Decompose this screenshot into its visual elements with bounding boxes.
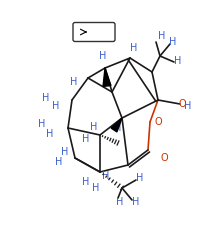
Text: H: H: [99, 51, 107, 61]
Text: O: O: [178, 99, 186, 109]
Text: H: H: [46, 129, 54, 139]
Text: H: H: [38, 119, 46, 129]
Text: H: H: [102, 171, 110, 181]
Text: Abs: Abs: [92, 27, 110, 37]
Text: H: H: [158, 31, 166, 41]
Text: O: O: [154, 117, 162, 127]
Text: O: O: [160, 153, 168, 163]
Text: H: H: [174, 56, 182, 66]
Text: H: H: [132, 197, 140, 207]
Text: H: H: [42, 93, 50, 103]
Text: H: H: [90, 122, 98, 132]
Text: H: H: [130, 43, 138, 53]
Text: H: H: [169, 37, 177, 47]
Text: H: H: [82, 177, 90, 187]
Text: H: H: [55, 157, 63, 167]
Text: H: H: [77, 27, 85, 37]
Text: H: H: [114, 123, 122, 133]
Text: H: H: [116, 197, 124, 207]
Text: H: H: [184, 101, 192, 111]
Text: H: H: [70, 77, 78, 87]
Text: H: H: [61, 147, 69, 157]
Text: H: H: [52, 101, 60, 111]
Polygon shape: [103, 68, 111, 86]
Text: H: H: [136, 173, 144, 183]
FancyBboxPatch shape: [73, 22, 115, 41]
Polygon shape: [111, 118, 122, 132]
Text: H: H: [82, 134, 90, 144]
Text: H: H: [92, 183, 100, 193]
